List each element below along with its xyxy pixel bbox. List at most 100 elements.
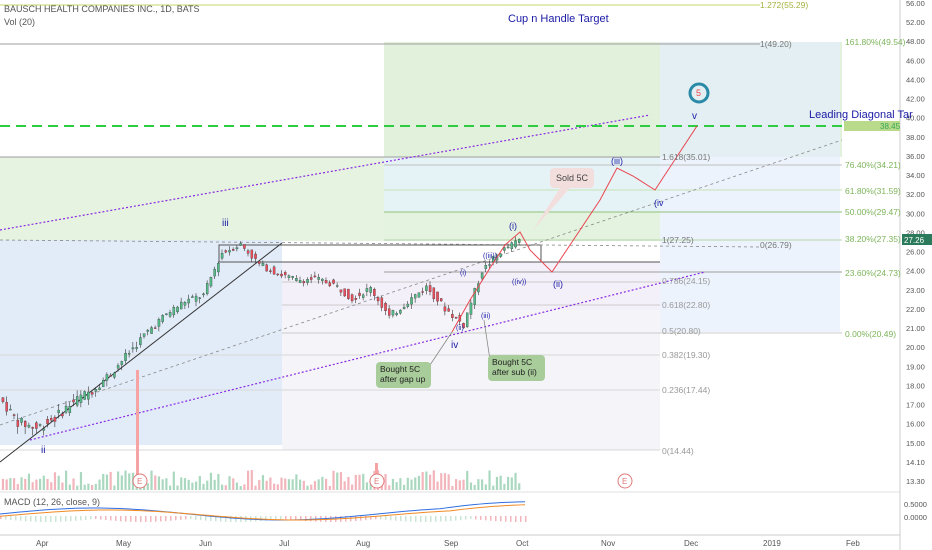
macd-hist-bar (525, 516, 527, 522)
volume-bar (1, 478, 5, 490)
candle-body (365, 288, 369, 292)
price-axis: 56.00 52.00 48.00 46.00 44.00 42.00 40.00 38.00… (904, 0, 927, 522)
macd-hist-bar (295, 516, 297, 521)
volume-bar (269, 477, 272, 490)
volume-bar (354, 474, 357, 490)
macd-hist-bar (10, 516, 12, 520)
volume-bar (280, 477, 283, 490)
candle-body (228, 250, 231, 253)
candle-body (246, 250, 250, 254)
candle-body (406, 303, 410, 307)
macd-hist-bar (390, 516, 392, 521)
price-tick: 15.00 (906, 439, 925, 448)
macd-hist-bar (505, 516, 507, 522)
macd-label: MACD (12, 26, close, 9) (4, 497, 101, 507)
time-tick: Oct (516, 539, 529, 548)
macd-hist-bar (135, 516, 137, 522)
volume-bar (239, 485, 242, 490)
macd-hist-bar (190, 516, 192, 520)
macd-pane (0, 501, 527, 522)
candle-body (454, 316, 458, 319)
candle-body (64, 405, 68, 413)
candle-body (302, 281, 306, 284)
volume-bar (369, 480, 372, 490)
candle-body (191, 296, 194, 298)
candle-body (261, 263, 265, 266)
volume-bar (492, 485, 495, 490)
candle-body (465, 312, 469, 327)
candle-body (391, 310, 395, 316)
wave-iii-sub-label: (iii) (481, 313, 490, 320)
price-tick: 28.00 (906, 228, 925, 237)
candle-body (9, 408, 12, 411)
macd-hist-bar (485, 516, 487, 521)
macd-hist-bar (170, 516, 172, 521)
bought2-line1: Bought 5C (492, 357, 532, 367)
candle-body (209, 277, 213, 287)
earnings-e-2: E (374, 477, 379, 486)
volume-bar (91, 484, 94, 490)
volume-bar (165, 478, 168, 490)
consolidation-box (218, 244, 542, 263)
fib-label-r618: 61.80%(31.59) (845, 186, 901, 196)
macd-hist-bar (265, 516, 267, 521)
volume-bar (61, 482, 64, 490)
volume-bar (343, 481, 346, 490)
price-tick: 13.30 (906, 477, 925, 486)
volume-bar (391, 478, 395, 490)
macd-hist-bar (145, 516, 147, 522)
candle-body (276, 273, 280, 276)
volume-bar (102, 473, 105, 490)
candle-body (354, 298, 358, 300)
time-tick: Feb (846, 539, 860, 548)
volume-bar (98, 479, 101, 490)
time-tick: May (116, 539, 131, 548)
time-tick: Nov (601, 539, 615, 548)
fib-label-group: 1.272(55.29) 1(49.20) 161.80%(49.54) 1.6… (662, 0, 906, 456)
macd-hist-bar (20, 516, 22, 521)
price-tick: 30.00 (906, 209, 925, 218)
volume-bar (209, 472, 213, 490)
volume-bar (313, 481, 317, 490)
candle-body (332, 279, 335, 284)
volume-bar (429, 474, 432, 490)
macd-hist-bar (105, 516, 107, 521)
candle-body (309, 277, 313, 280)
candle-body (198, 297, 202, 299)
macd-hist-bar (125, 516, 127, 522)
macd-hist-bar (280, 516, 282, 520)
candle-body (321, 278, 324, 281)
macd-hist-bar (455, 516, 457, 521)
volume-bar (109, 471, 112, 490)
volume-bar (417, 475, 421, 490)
volume-bar (328, 485, 331, 490)
volume-bar (347, 476, 350, 490)
volume-bar (473, 484, 476, 490)
candle-body (235, 247, 239, 250)
volume-bar (198, 476, 201, 490)
fib-label-1: 1(49.20) (760, 39, 792, 49)
fib-label-r764: 76.40%(34.21) (845, 160, 901, 170)
candle-body (98, 387, 101, 390)
volume-bar (302, 480, 305, 490)
candle-body (503, 247, 506, 251)
candle-body (109, 375, 112, 377)
macd-hist-bar (100, 516, 102, 520)
candle-body (343, 288, 346, 297)
price-tick: 56.00 (906, 0, 925, 8)
candle-body (27, 424, 31, 428)
price-tick: 32.00 (906, 190, 925, 199)
candle-body (506, 246, 510, 249)
fib-label-r5: 0.5(20.80) (662, 326, 701, 336)
volume-bar (325, 478, 328, 490)
volume-bar (410, 479, 413, 490)
fib-label-r236b: 0.236(17.44) (662, 385, 710, 395)
volume-bar (332, 470, 335, 490)
volume-bar (247, 470, 250, 490)
macd-hist-bar (30, 516, 32, 522)
wave-iii-paren-label: (iii) (611, 156, 623, 166)
volume-bar (87, 483, 90, 490)
volume-bar (351, 484, 354, 490)
macd-hist-bar (275, 516, 277, 520)
